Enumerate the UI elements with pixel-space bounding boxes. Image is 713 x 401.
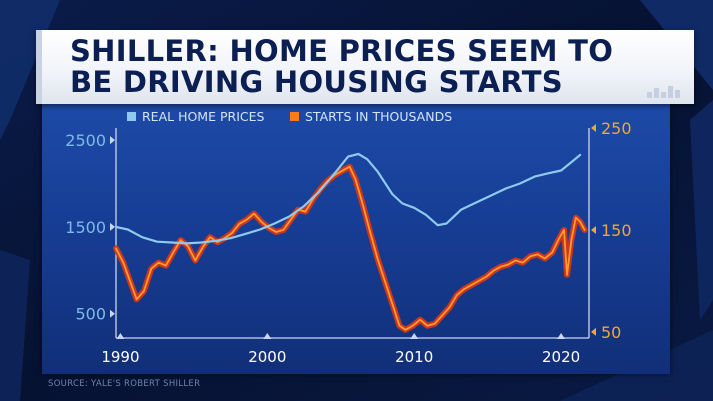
y-right-tick-label: 50	[601, 323, 621, 342]
legend-label-real-home-prices: REAL HOME PRICES	[142, 109, 265, 124]
chart-legend: REAL HOME PRICES STARTS IN THOUSANDS	[127, 109, 452, 124]
title-decoration	[645, 79, 680, 98]
y-axis-left-ticks: 500 1500 2500	[65, 131, 115, 324]
legend-swatch-real-home-prices	[127, 112, 136, 121]
x-tick-marker	[263, 333, 272, 339]
series-starts-in-thousands-line	[115, 165, 586, 331]
x-tick-marker	[557, 333, 566, 339]
y-right-tick-marker	[591, 124, 596, 132]
x-tick-label: 1990	[101, 348, 139, 366]
x-tick-label: 2020	[542, 348, 580, 366]
x-tick-label: 2010	[395, 348, 433, 366]
x-tick-marker	[116, 333, 125, 339]
y-right-tick-marker	[591, 327, 596, 336]
legend-swatch-starts-in-thousands	[290, 112, 299, 121]
x-tick-label: 2000	[248, 348, 286, 366]
y-left-tick-label: 1500	[65, 218, 106, 237]
y-left-tick-marker	[110, 222, 115, 231]
y-right-tick-label: 250	[601, 119, 632, 138]
x-tick-marker	[410, 333, 419, 339]
source-note: SOURCE: YALE'S ROBERT SHILLER	[48, 379, 201, 389]
y-left-tick-label: 500	[75, 305, 106, 324]
y-right-tick-marker	[591, 225, 596, 234]
legend-label-starts-in-thousands: STARTS IN THOUSANDS	[305, 109, 452, 124]
y-left-tick-label: 2500	[65, 131, 106, 150]
title-line-1: SHILLER: HOME PRICES SEEM TO	[70, 34, 614, 68]
series-starts-in-thousands-shadow	[113, 163, 588, 333]
title-banner: SHILLER: HOME PRICES SEEM TO BE DRIVING …	[36, 30, 694, 104]
y-left-tick-marker	[110, 309, 115, 318]
chart-title: SHILLER: HOME PRICES SEEM TO BE DRIVING …	[70, 36, 680, 98]
series-real-home-prices-line	[114, 152, 582, 245]
y-axis-right-ticks: 50 150 250	[591, 119, 632, 342]
y-right-tick-label: 150	[601, 221, 632, 240]
x-axis-ticks: 1990 2000 2010 2020	[101, 333, 580, 366]
title-line-2: BE DRIVING HOUSING STARTS	[70, 65, 563, 99]
y-left-tick-marker	[110, 136, 115, 145]
